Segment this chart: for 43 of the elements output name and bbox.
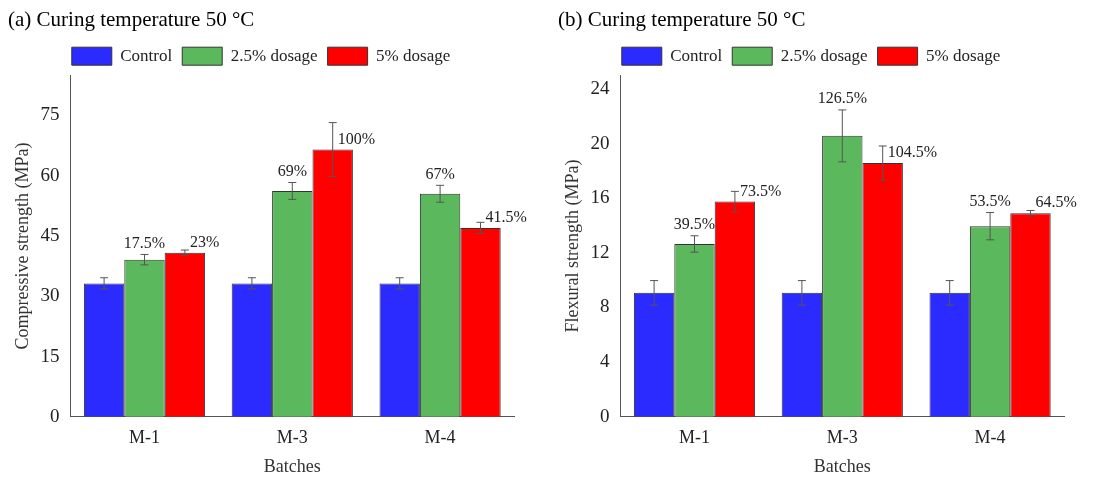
y-tick-label: 60: [40, 163, 60, 185]
y-axis-title: Flexural strength (MPa): [561, 159, 583, 333]
x-tick-label: M-1: [129, 427, 160, 448]
annotation: 17.5%: [123, 233, 166, 251]
annotation: 67%: [425, 164, 455, 182]
legend-label: 5% dosage: [926, 45, 1001, 65]
x-tick-label: M-3: [826, 427, 858, 448]
annotation: 73.5%: [739, 181, 782, 199]
annotation: 64.5%: [1035, 193, 1077, 211]
y-tick-label: 0: [50, 404, 60, 426]
y-tick-label: 4: [600, 350, 611, 372]
annotation: 104.5%: [887, 143, 938, 161]
chart-title: (b) Curing temperature 50 °C: [558, 7, 806, 32]
legend-label: 5% dosage: [376, 45, 451, 65]
y-tick-label: 20: [590, 131, 610, 153]
y-tick-label: 75: [40, 103, 60, 125]
annotation: 39.5%: [673, 214, 716, 232]
legend-label: Control: [120, 45, 173, 65]
x-tick-label: M-4: [424, 427, 456, 448]
y-tick-label: 30: [40, 284, 60, 306]
x-tick-label: M-3: [276, 427, 308, 448]
y-tick-label: 8: [600, 295, 610, 317]
annotation: 126.5%: [817, 89, 867, 107]
y-tick-label: 24: [590, 76, 611, 98]
annotation: 23%: [189, 233, 220, 251]
x-axis-title: Batches: [813, 455, 871, 476]
annotation: 69%: [277, 161, 307, 179]
y-tick-label: 16: [590, 186, 610, 208]
annotation: 53.5%: [969, 191, 1011, 209]
y-tick-label: 45: [40, 223, 60, 245]
annotation: 100%: [337, 129, 376, 147]
annotation: 41.5%: [485, 208, 527, 226]
x-tick-label: M-4: [974, 427, 1006, 448]
y-tick-label: 12: [590, 240, 610, 262]
x-axis-title: Batches: [263, 455, 321, 476]
legend-label: Control: [670, 45, 723, 65]
chart-title: (a) Curing temperature 50 °C: [8, 7, 255, 32]
y-tick-label: 0: [600, 404, 610, 426]
x-tick-label: M-1: [679, 427, 710, 448]
y-axis-title: Compressive strength (MPa): [11, 142, 33, 350]
y-tick-label: 15: [40, 344, 60, 366]
legend-label: 2.5% dosage: [230, 45, 318, 65]
legend-label: 2.5% dosage: [780, 45, 868, 65]
